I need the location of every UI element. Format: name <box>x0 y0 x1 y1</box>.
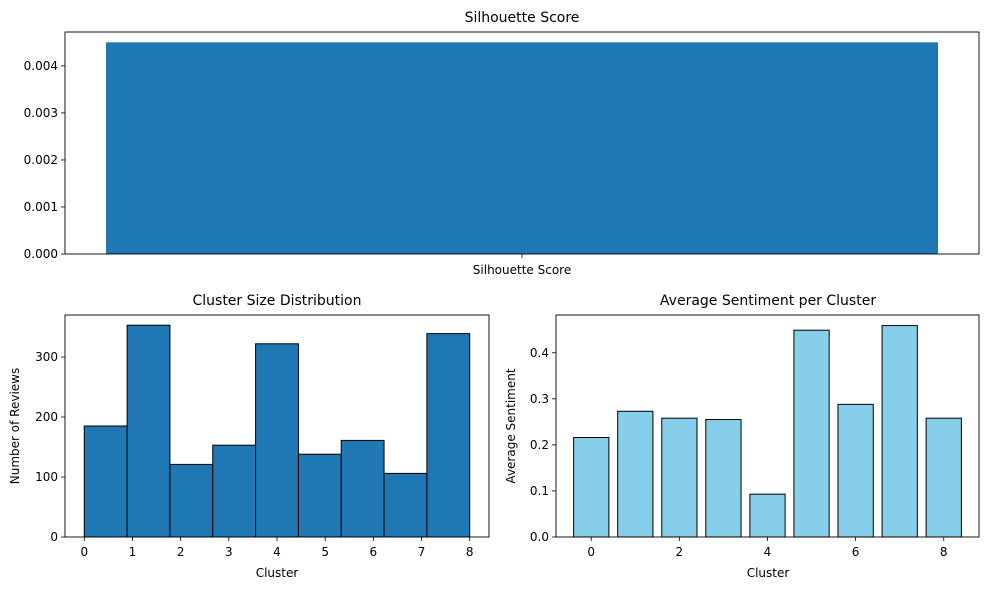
plot-frame <box>64 314 490 538</box>
y-tick-label: 0.000 <box>24 247 58 261</box>
x-tick-label: Silhouette Score <box>473 263 571 277</box>
plot-frame <box>64 31 980 255</box>
bar <box>837 403 874 538</box>
bar <box>881 325 918 538</box>
bar <box>793 329 830 538</box>
x-ticks: 0 1 2 3 4 5 6 7 8 <box>80 537 474 559</box>
bar <box>925 417 962 538</box>
y-tick-label: 100 <box>35 470 58 484</box>
x-axis-label: Cluster <box>747 566 790 580</box>
x-tick-label: 4 <box>273 545 281 559</box>
bar <box>573 437 610 538</box>
y-tick-label: 200 <box>35 410 58 424</box>
x-tick-label: 8 <box>466 545 474 559</box>
x-ticks: Silhouette Score <box>473 254 571 277</box>
y-tick-label: 0.4 <box>530 346 549 360</box>
y-tick-label: 0.002 <box>24 153 58 167</box>
chart-title: Cluster Size Distribution <box>192 293 361 309</box>
cluster-size-distribution-chart: Cluster Size Distribution 0 1 2 3 4 5 6 7 8 0 100… <box>8 293 490 580</box>
x-tick-label: 4 <box>764 545 772 559</box>
y-tick-label: 0.001 <box>24 200 58 214</box>
y-tick-label: 0.0 <box>530 530 549 544</box>
x-axis-label: Cluster <box>256 566 299 580</box>
y-axis-label: Number of Reviews <box>8 368 22 484</box>
x-tick-label: 6 <box>852 545 860 559</box>
histogram-bar <box>83 425 128 538</box>
x-tick-label: 5 <box>321 545 329 559</box>
x-tick-label: 0 <box>80 545 88 559</box>
x-tick-label: 6 <box>370 545 378 559</box>
histogram-bar <box>340 439 385 538</box>
x-tick-label: 1 <box>129 545 137 559</box>
y-tick-label: 0.3 <box>530 392 549 406</box>
bar <box>617 410 654 538</box>
y-tick-label: 0.2 <box>530 438 549 452</box>
bar <box>661 417 698 538</box>
bar <box>705 419 742 538</box>
y-tick-label: 0 <box>50 530 58 544</box>
x-tick-label: 8 <box>940 545 948 559</box>
bar <box>106 42 938 254</box>
chart-title: Silhouette Score <box>465 10 580 26</box>
bars <box>83 324 471 538</box>
bar <box>749 493 786 538</box>
histogram-bar <box>212 444 257 538</box>
x-tick-label: 7 <box>418 545 426 559</box>
y-ticks: 0.000 0.001 0.002 0.003 0.004 <box>24 59 65 261</box>
y-ticks: 0 100 200 300 <box>35 350 65 544</box>
y-tick-label: 0.003 <box>24 106 58 120</box>
histogram-bar <box>426 333 471 538</box>
x-tick-label: 2 <box>177 545 185 559</box>
histogram-bar <box>126 324 171 538</box>
x-ticks: 0 2 4 6 8 <box>587 537 948 559</box>
y-ticks: 0.0 0.1 0.2 0.3 0.4 <box>530 346 556 544</box>
bars <box>106 42 938 254</box>
silhouette-score-chart: Silhouette Score Silhouette Score 0.0000… <box>24 10 980 277</box>
histogram-bar <box>297 453 342 538</box>
x-tick-label: 0 <box>587 545 595 559</box>
y-tick-label: 300 <box>35 350 58 364</box>
histogram-bar <box>255 343 299 538</box>
x-tick-label: 2 <box>676 545 684 559</box>
histogram-bar <box>383 472 428 538</box>
y-tick-label: 0.1 <box>530 484 549 498</box>
histogram-bar <box>169 463 214 538</box>
y-axis-label: Average Sentiment <box>504 368 518 483</box>
chart-title: Average Sentiment per Cluster <box>660 293 876 309</box>
plot-frame <box>555 314 980 538</box>
x-tick-label: 3 <box>225 545 233 559</box>
y-tick-label: 0.004 <box>24 59 58 73</box>
